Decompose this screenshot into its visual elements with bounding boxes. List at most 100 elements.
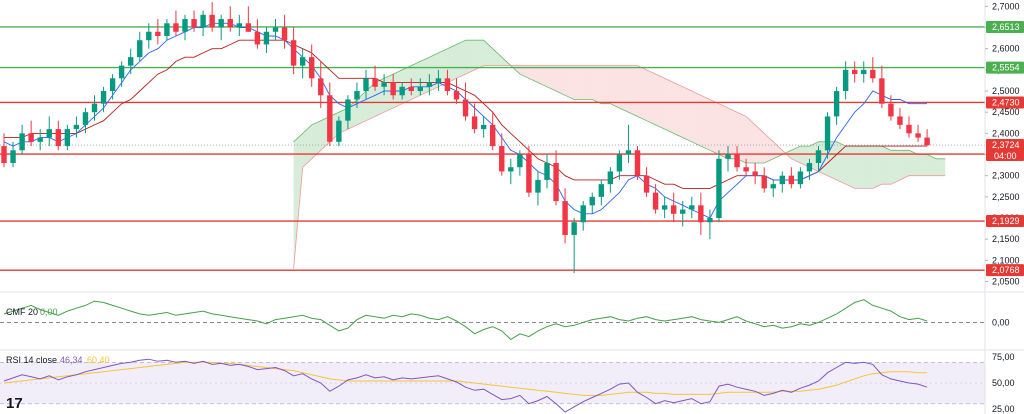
candle-body: [471, 116, 478, 130]
candle-body: [426, 82, 433, 87]
ichimoku-cloud-segment: [872, 146, 882, 189]
ichimoku-cloud-segment: [528, 65, 538, 83]
candle-body: [689, 205, 695, 210]
candle-body: [299, 57, 306, 66]
ichimoku-cloud-segment: [574, 65, 584, 100]
candle-body: [797, 171, 804, 185]
ichimoku-span-a-line: [293, 39, 946, 164]
candle-body: [309, 57, 315, 79]
ichimoku-cloud-segment: [655, 74, 665, 130]
cmf-value-label: 0,00: [40, 307, 58, 317]
candle-body: [652, 192, 659, 210]
candle-body: [915, 133, 921, 138]
ichimoku-cloud-segment: [547, 65, 557, 92]
candle-body: [263, 31, 270, 45]
ichimoku-cloud-segment: [637, 65, 647, 121]
candle-body: [462, 99, 469, 117]
candle-body: [191, 19, 197, 28]
candle-body: [824, 116, 831, 151]
ichimoku-cloud-segment: [456, 40, 466, 79]
candle-body: [1, 146, 7, 163]
candle-body: [290, 40, 297, 66]
ichimoku-cloud-segment: [746, 116, 756, 163]
ichimoku-cloud-segment: [492, 48, 502, 66]
candle-body: [100, 91, 107, 104]
candle-body: [924, 137, 930, 146]
candle-body: [508, 167, 514, 172]
ichimoku-cloud-segment: [402, 65, 412, 104]
candle-body: [725, 154, 731, 159]
candle-body: [417, 86, 423, 92]
ichimoku-cloud-segment: [673, 82, 683, 138]
candle-body: [109, 78, 116, 92]
y-tick-label: 2,6000: [992, 44, 1020, 54]
y-tick-label: 2,1000: [992, 255, 1020, 265]
candle-body: [318, 78, 324, 96]
rsi-band: [0, 362, 985, 404]
ichimoku-cloud-segment: [927, 154, 937, 176]
candle-body: [806, 162, 813, 172]
cmf-pane[interactable]: 0,00: [0, 299, 1010, 341]
candle-body: [28, 133, 34, 142]
ichimoku-cloud-segment: [936, 158, 946, 176]
svg-text:17: 17: [6, 395, 23, 412]
cmf-name-label: CMF 20: [6, 307, 38, 317]
candle-body: [788, 175, 795, 185]
ichimoku-cloud-segment: [764, 133, 774, 163]
level-tag: [986, 96, 1024, 109]
candle-body: [281, 27, 288, 41]
ichimoku-cloud-segment: [465, 40, 475, 75]
candle-body: [815, 150, 822, 163]
candle-body: [173, 23, 179, 32]
candle-body: [272, 27, 279, 32]
candle-body: [553, 162, 559, 202]
main-price-pane[interactable]: [0, 2, 985, 274]
ichimoku-cloud-segment: [537, 65, 547, 87]
ichimoku-cloud-segment: [302, 124, 312, 168]
candle-body: [734, 154, 740, 168]
rsi-tick-label: 75,00: [992, 352, 1015, 362]
level-tag-label: 2,6513: [992, 22, 1020, 32]
candle-body: [245, 23, 252, 32]
tradingview-logo[interactable]: 17: [6, 395, 23, 412]
ichimoku-cloud-segment: [565, 65, 575, 100]
candle-body: [137, 40, 143, 58]
ichimoku-cloud-segment: [854, 146, 864, 189]
level-tag-label: 2,1929: [992, 216, 1020, 226]
ichimoku-cloud-segment: [375, 78, 385, 117]
ichimoku-cloud-segment: [918, 154, 928, 176]
candle-body: [562, 201, 568, 235]
candle-body: [897, 116, 903, 125]
candle-body: [236, 23, 242, 28]
ichimoku-cloud-segment: [311, 120, 321, 159]
candle-body: [164, 23, 170, 36]
candle-body: [770, 184, 776, 189]
candle-body: [716, 158, 722, 219]
candle-body: [128, 57, 134, 66]
candle-body: [707, 218, 713, 223]
candle-body: [345, 99, 351, 121]
ichimoku-cloud-segment: [881, 146, 891, 185]
candle-body: [580, 205, 586, 223]
level-tag-label: 2,0768: [992, 265, 1020, 275]
level-tag: [986, 215, 1024, 228]
y-tick-label: 2,3000: [992, 171, 1020, 181]
ichimoku-cloud-segment: [700, 95, 710, 151]
rsi-pane[interactable]: 75,00 50,00 25,00: [0, 352, 1015, 414]
candle-body: [10, 150, 16, 163]
ichimoku-cloud-segment: [366, 82, 376, 121]
candle-body: [535, 179, 541, 193]
ichimoku-span-b-line: [293, 65, 946, 269]
candle-body: [517, 154, 523, 168]
candle-body: [870, 69, 876, 79]
candle-body: [680, 209, 686, 214]
ichimoku-cloud-segment: [899, 150, 909, 180]
candle-body: [327, 95, 333, 142]
price-tag-countdown: 04:00: [994, 151, 1017, 161]
candle-body: [118, 65, 125, 79]
candle-body: [625, 150, 632, 155]
y-tick-label: 2,7000: [992, 1, 1020, 11]
rsi-line: [3, 358, 928, 413]
